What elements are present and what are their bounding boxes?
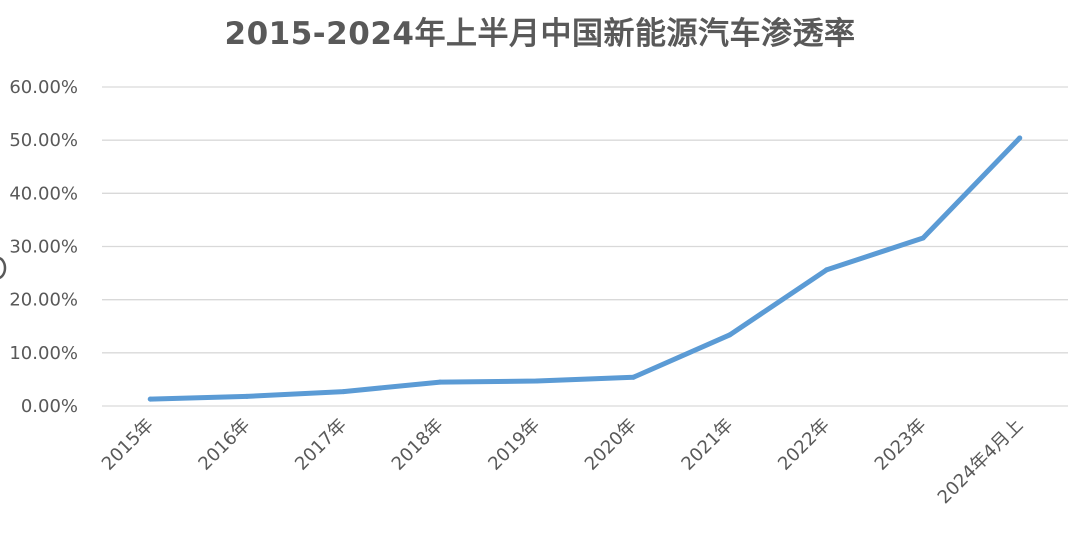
data-point <box>341 389 346 395</box>
gridlines <box>102 86 1068 407</box>
x-tick-label: 2022年 <box>774 415 834 475</box>
x-tick-label: 2018年 <box>388 415 448 475</box>
y-tick-label: 20.00% <box>9 290 78 311</box>
partial-axis-glyph <box>0 257 7 279</box>
x-tick-label: 2019年 <box>484 415 544 475</box>
series-line <box>147 135 1023 402</box>
data-point <box>1017 135 1023 141</box>
y-axis-ticks: 0.00% 10.00% 20.00% 30.00% 40.00% 50.00% 60.00… <box>9 77 78 417</box>
data-point <box>920 235 926 241</box>
x-tick-label: 2017年 <box>291 415 351 475</box>
data-point <box>534 378 540 384</box>
y-tick-label: 30.00% <box>9 237 78 258</box>
data-point <box>437 379 443 385</box>
x-tick-label: 2021年 <box>677 415 737 475</box>
data-point <box>824 267 829 273</box>
y-tick-label: 60.00% <box>9 77 78 98</box>
x-tick-label: 2020年 <box>581 415 641 475</box>
data-point <box>244 393 250 399</box>
x-tick-label: 2023年 <box>871 415 931 475</box>
data-point <box>727 332 733 338</box>
data-point <box>147 396 153 402</box>
y-tick-label: 0.00% <box>21 396 78 417</box>
x-tick-label: 2016年 <box>194 415 254 475</box>
x-axis-ticks: 2015年 2016年 2017年 2018年 2019年 2020年 2021年 2022年… <box>98 415 1027 509</box>
y-tick-label: 40.00% <box>9 183 78 204</box>
x-tick-label: 2024年4月上 <box>934 415 1028 509</box>
y-tick-label: 50.00% <box>9 130 78 151</box>
data-point <box>630 374 636 380</box>
chart-title: 2015-2024年上半月中国新能源汽车渗透率 <box>224 16 856 52</box>
series-layer <box>147 135 1023 402</box>
y-tick-label: 10.00% <box>9 343 78 364</box>
x-tick-label: 2015年 <box>98 415 158 475</box>
